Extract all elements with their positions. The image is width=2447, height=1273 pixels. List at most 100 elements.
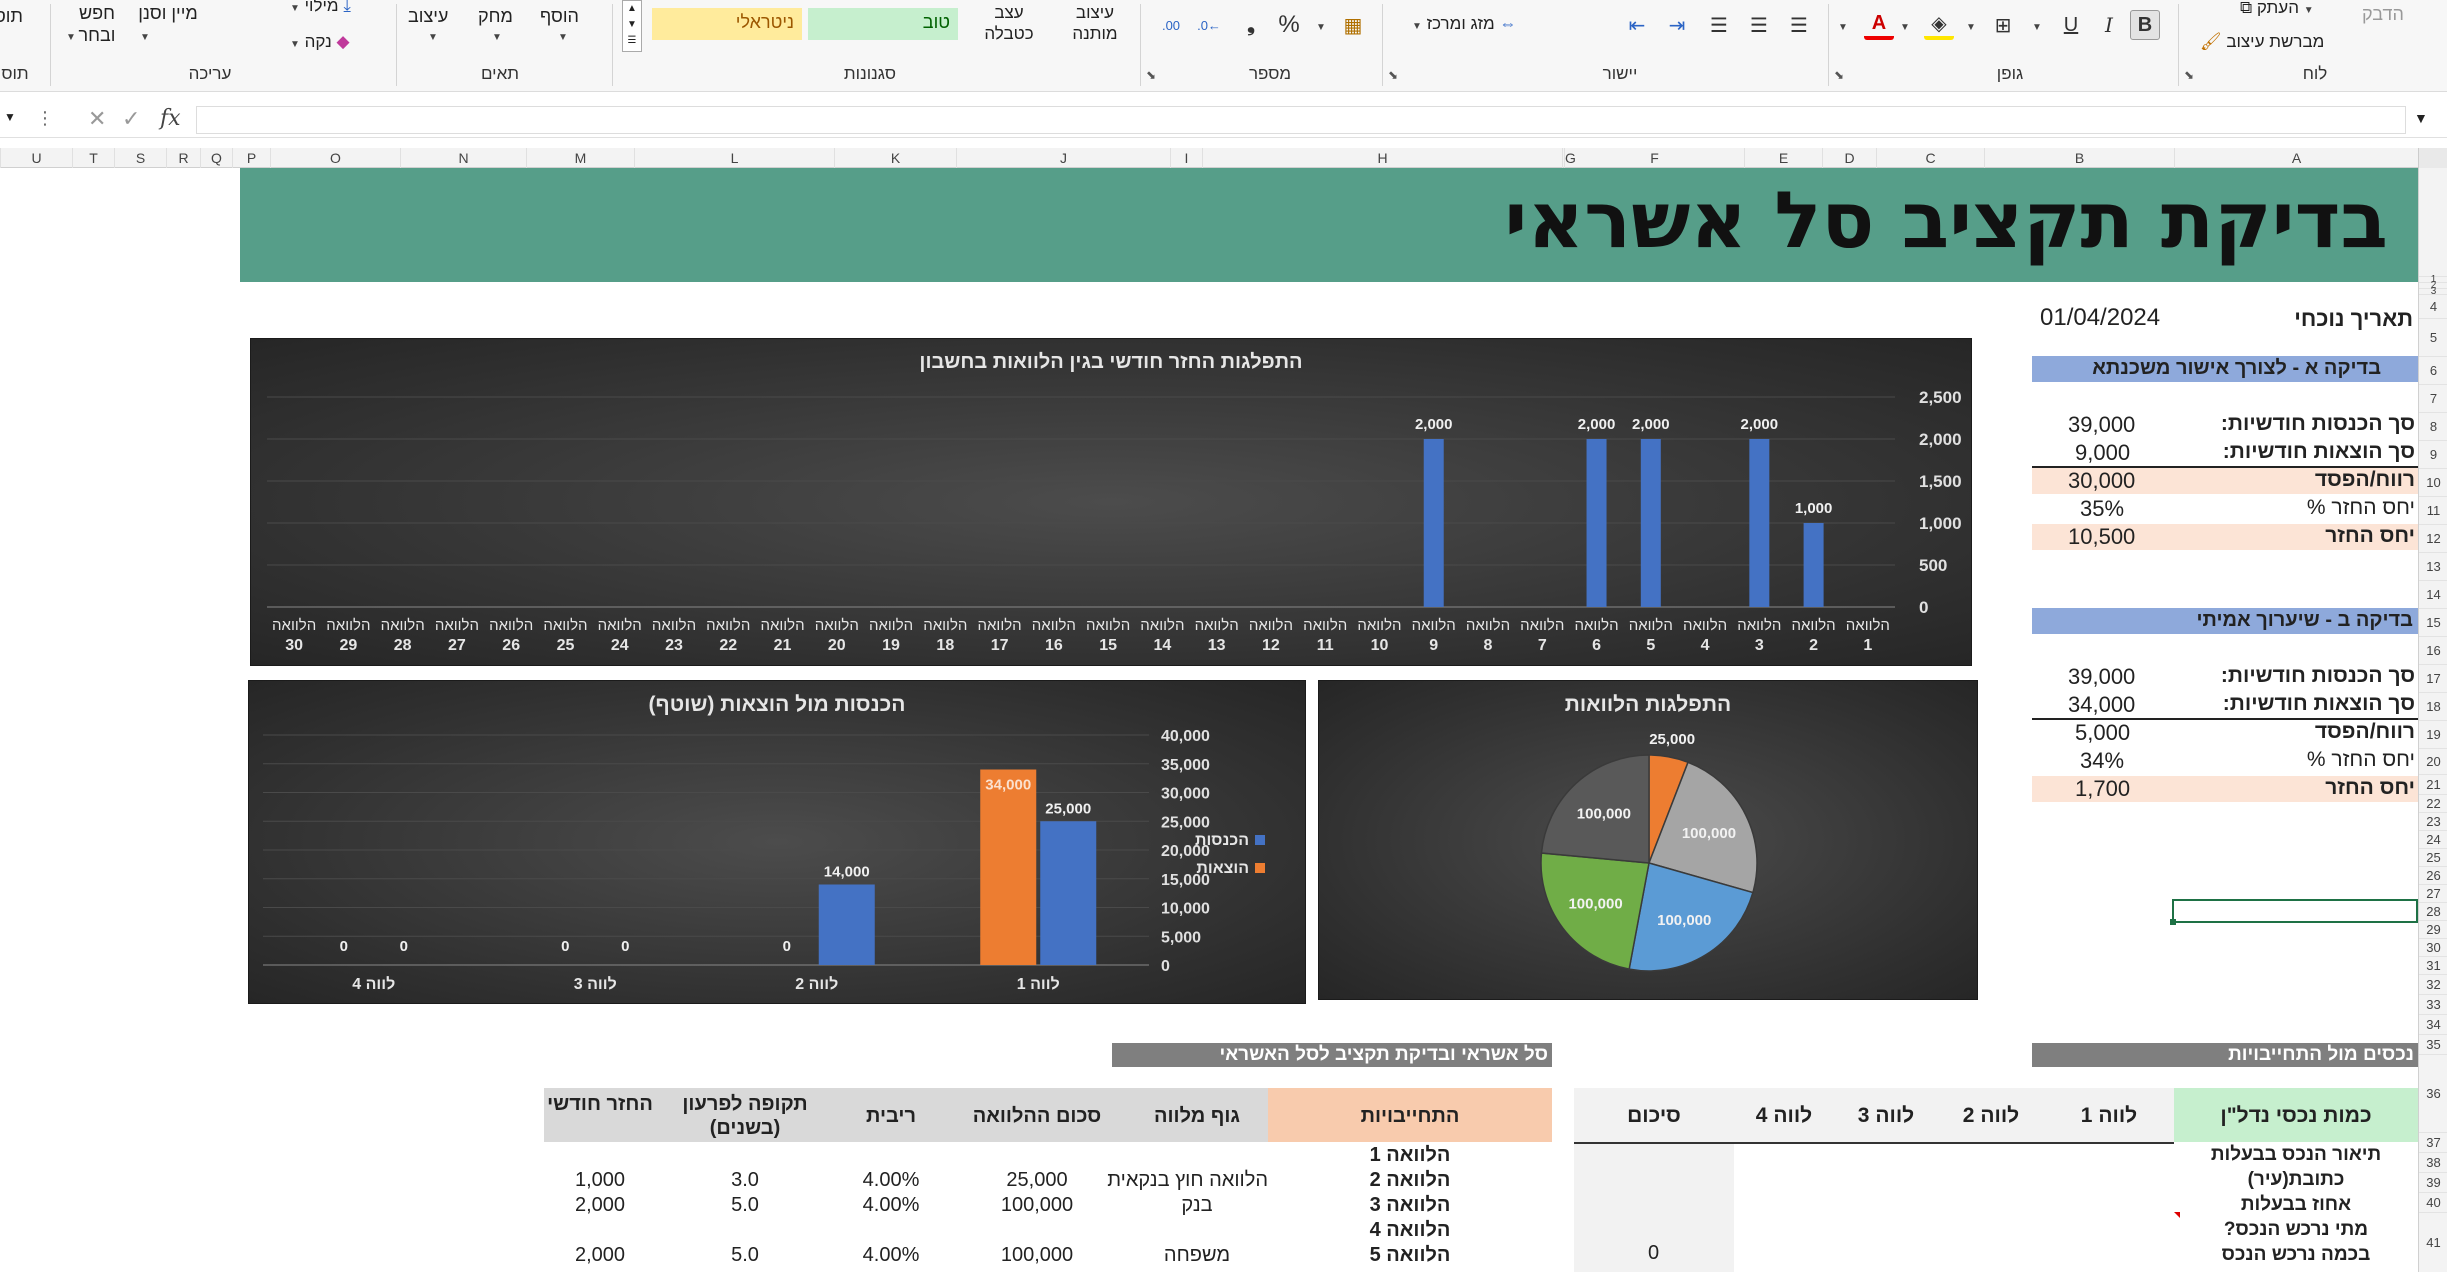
- select-all-corner[interactable]: [2418, 148, 2447, 168]
- underline-button[interactable]: U: [2063, 13, 2079, 36]
- credit-cell-lender[interactable]: הלוואה חוץ בנקאית: [1107, 1169, 1268, 1191]
- merge-center-button[interactable]: ▼ מזג ומרכז ⇔: [1412, 14, 1517, 33]
- row-header-23[interactable]: 23: [2419, 812, 2447, 830]
- check-b-ratio-pct-value[interactable]: 34%: [2080, 748, 2125, 773]
- credit-cell-rate[interactable]: 4.00%: [862, 1194, 920, 1216]
- row-header-17[interactable]: 17: [2419, 664, 2447, 692]
- column-header-M[interactable]: M: [526, 148, 634, 168]
- paste-button[interactable]: הדבק: [2362, 4, 2404, 24]
- clear-button[interactable]: ▼ נקה ◆: [290, 32, 350, 51]
- pie-slice[interactable]: [1648, 761, 1758, 894]
- conditional-format-button[interactable]: עיצוב מותנה: [1072, 3, 1118, 43]
- column-header-E[interactable]: E: [1744, 148, 1822, 168]
- check-a-ratio-value[interactable]: 10,500: [2068, 524, 2136, 549]
- row-header-28[interactable]: 28: [2419, 902, 2447, 920]
- credit-cell-lender[interactable]: משפחה: [1163, 1244, 1231, 1266]
- row-header-37[interactable]: 37: [2419, 1132, 2447, 1152]
- pie-slice[interactable]: [1540, 852, 1650, 971]
- check-b-ratio-value[interactable]: 1,700: [2075, 776, 2131, 801]
- increase-decimal-icon[interactable]: .00: [1161, 17, 1181, 33]
- credit-cell-monthly[interactable]: 2,000: [574, 1194, 626, 1216]
- check-b-income-value[interactable]: 39,000: [2068, 664, 2136, 689]
- column-header-A[interactable]: A: [2174, 148, 2418, 168]
- column-header-H[interactable]: H: [1202, 148, 1562, 168]
- formula-input[interactable]: [196, 106, 2406, 134]
- check-a-ratio-pct-value[interactable]: 35%: [2080, 496, 2125, 521]
- column-header-O[interactable]: O: [270, 148, 400, 168]
- column-header-U[interactable]: U: [0, 148, 72, 168]
- row-header-36[interactable]: 36: [2419, 1054, 2447, 1132]
- row-header-5[interactable]: 5: [2419, 318, 2447, 356]
- name-box-more-icon[interactable]: ⋮: [36, 108, 54, 128]
- column-header-T[interactable]: T: [72, 148, 114, 168]
- pie-slice[interactable]: [1628, 862, 1754, 972]
- column-header-G[interactable]: G: [1562, 148, 1578, 168]
- row-header-2[interactable]: 2: [2419, 281, 2447, 291]
- align-left-icon[interactable]: ☰: [1710, 14, 1728, 37]
- date-value[interactable]: 01/04/2024: [2040, 304, 2161, 331]
- style-good-swatch[interactable]: טוב: [808, 8, 958, 40]
- bar[interactable]: [1040, 821, 1097, 965]
- format-table-button[interactable]: עצב כטבלה: [984, 3, 1034, 43]
- credit-cell-amount[interactable]: 100,000: [1000, 1194, 1074, 1216]
- enter-icon[interactable]: ✓: [122, 106, 141, 131]
- row-header-16[interactable]: 16: [2419, 636, 2447, 664]
- borders-icon[interactable]: ⊞: [1994, 14, 2012, 37]
- row-header-18[interactable]: 18: [2419, 692, 2447, 720]
- row-header-9[interactable]: 9: [2419, 440, 2447, 468]
- column-header-P[interactable]: P: [232, 148, 270, 168]
- column-header-S[interactable]: S: [114, 148, 166, 168]
- format-button[interactable]: עיצוב: [408, 6, 449, 26]
- credit-cell-rate[interactable]: 4.00%: [862, 1244, 920, 1266]
- credit-cell-amount[interactable]: 100,000: [1000, 1244, 1074, 1266]
- bold-button[interactable]: B: [2130, 10, 2160, 40]
- row-header-24[interactable]: 24: [2419, 830, 2447, 848]
- bar[interactable]: [1586, 439, 1607, 607]
- insert-button[interactable]: הוסף: [540, 6, 579, 26]
- column-header-R[interactable]: R: [166, 148, 200, 168]
- format-painter-button[interactable]: 🖌 מברשת עיצוב: [2200, 32, 2325, 51]
- row-header-33[interactable]: 33: [2419, 994, 2447, 1014]
- row-header-31[interactable]: 31: [2419, 956, 2447, 974]
- column-header-B[interactable]: B: [1984, 148, 2174, 168]
- check-a-income-value[interactable]: 39,000: [2068, 412, 2136, 437]
- row-header-4[interactable]: 4: [2419, 294, 2447, 318]
- styles-gallery-scroll[interactable]: ▲ ▼ ☰: [622, 0, 642, 52]
- row-header-1[interactable]: 1: [2419, 275, 2447, 285]
- row-header-30[interactable]: 30: [2419, 938, 2447, 956]
- decrease-decimal-icon[interactable]: .0←: [1197, 17, 1221, 33]
- copy-button[interactable]: ⧉ העתק ▼: [2240, 0, 2314, 17]
- font-launcher-icon[interactable]: ⬊: [1834, 68, 1845, 82]
- bar[interactable]: [1640, 439, 1661, 607]
- credit-cell-monthly[interactable]: 1,000: [574, 1169, 626, 1191]
- autosum-fill-button[interactable]: ▼ מילוי ⤓: [290, 0, 351, 19]
- bar[interactable]: [980, 769, 1037, 966]
- row-header-35[interactable]: 35: [2419, 1034, 2447, 1054]
- credit-cell-amount[interactable]: 25,000: [1006, 1169, 1068, 1191]
- row-header-7[interactable]: 7: [2419, 384, 2447, 412]
- row-header-39[interactable]: 39: [2419, 1172, 2447, 1192]
- assets-summary-value[interactable]: 0: [1648, 1242, 1660, 1264]
- number-launcher-icon[interactable]: ⬊: [1146, 68, 1157, 82]
- credit-cell-years[interactable]: 5.0: [731, 1244, 759, 1266]
- addins-button[interactable]: תוס: [0, 6, 23, 26]
- repayment-bar-chart[interactable]: התפלגות החזר חודשי בגין הלוואות בחשבון 0…: [250, 338, 1972, 666]
- row-header-32[interactable]: 32: [2419, 974, 2447, 994]
- check-a-expense-value[interactable]: 9,000: [2075, 440, 2131, 465]
- align-center-icon[interactable]: ☰: [1750, 14, 1768, 37]
- expand-formula-icon[interactable]: ▼: [2414, 110, 2428, 126]
- bar[interactable]: [1423, 439, 1444, 607]
- cancel-icon[interactable]: ✕: [88, 106, 107, 131]
- indent-decrease-icon[interactable]: ⇤: [1628, 14, 1646, 37]
- name-box-dropdown[interactable]: ▼: [4, 110, 16, 124]
- check-b-expense-value[interactable]: 34,000: [2068, 692, 2136, 717]
- delete-button[interactable]: מחק: [478, 6, 513, 26]
- bar[interactable]: [1803, 523, 1824, 607]
- clipboard-launcher-icon[interactable]: ⬊: [2184, 68, 2195, 82]
- credit-cell-years[interactable]: 5.0: [731, 1194, 759, 1216]
- check-a-profit-value[interactable]: 30,000: [2068, 468, 2136, 493]
- style-neutral-swatch[interactable]: ניטראלי: [652, 8, 802, 40]
- align-right-icon[interactable]: ☰: [1790, 14, 1808, 37]
- column-header-K[interactable]: K: [834, 148, 956, 168]
- row-header-14[interactable]: 14: [2419, 580, 2447, 608]
